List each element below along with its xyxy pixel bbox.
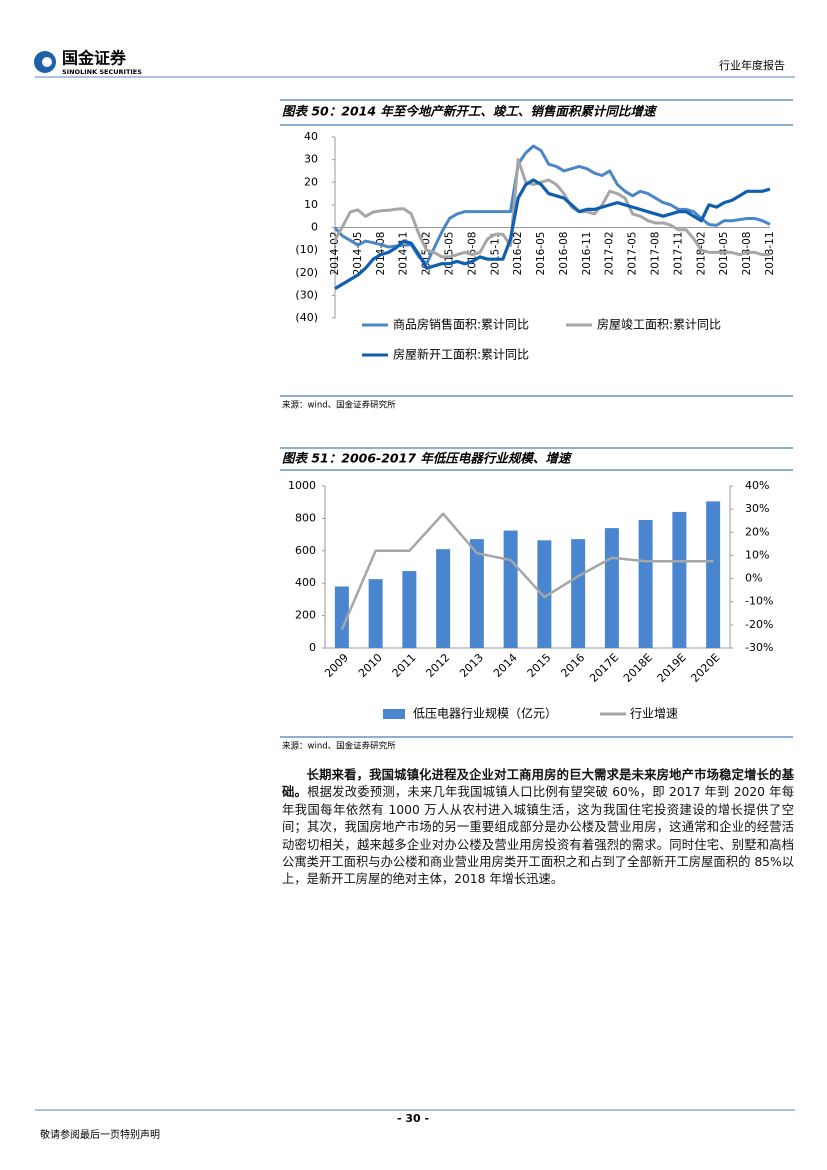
- x-tick-label: 2016-08: [558, 232, 570, 276]
- y-tick-label: 800: [295, 511, 316, 524]
- x-tick-label: 2018-02: [695, 232, 707, 276]
- x-tick-label: 2015-11: [489, 232, 501, 276]
- x-tick-label: 2009: [322, 651, 351, 680]
- y2-tick-label: -30%: [745, 641, 773, 654]
- report-type: 行业年度报告: [719, 58, 785, 72]
- series-line: [340, 512, 714, 630]
- x-tick-label: 2014-11: [398, 232, 410, 276]
- y-tick-label: 10: [304, 198, 318, 211]
- x-tick-label: 2020E: [688, 651, 722, 685]
- x-tick-label: 2015-05: [443, 232, 455, 276]
- page-number: - 30 -: [397, 1112, 429, 1125]
- legend-label: 低压电器行业规模（亿元）: [413, 706, 557, 721]
- bar: [402, 571, 417, 648]
- y-tick-label: 400: [295, 576, 316, 589]
- bar: [571, 539, 586, 648]
- chart-title: 图表 51：2006-2017 年低压电器行业规模、增速: [282, 451, 573, 466]
- x-tick-label: 2014: [491, 651, 520, 680]
- x-tick-label: 2017-05: [627, 232, 639, 276]
- x-tick-label: 2016: [558, 651, 587, 680]
- bar: [706, 501, 721, 648]
- x-tick-label: 2014-02: [329, 232, 341, 276]
- x-tick-label: 2010: [356, 651, 385, 680]
- y2-tick-label: 40%: [745, 479, 769, 492]
- logo-mark-inner: [42, 57, 52, 67]
- legend-swatch: [383, 709, 405, 719]
- y-tick-label: (30): [295, 288, 318, 301]
- x-tick-label: 2013: [457, 651, 486, 680]
- bar: [638, 520, 653, 648]
- x-tick-label: 2016-02: [512, 232, 524, 276]
- series-line: [333, 158, 770, 259]
- x-tick-label: 2015: [525, 651, 554, 680]
- bar: [469, 539, 484, 648]
- disclaimer: 敬请参阅最后一页特别声明: [40, 1128, 160, 1141]
- chart-title: 图表 50：2014 年至今地产新开工、竣工、销售面积累计同比增速: [282, 104, 658, 119]
- y2-tick-label: -10%: [745, 595, 773, 608]
- y-tick-label: (20): [295, 266, 318, 279]
- body-bold: 长期来看，我国城镇化进程及企业对工商用房的巨大需求是未来房地产市场稳定增长的基础…: [282, 768, 794, 800]
- chart-source: 来源：wind、国金证券研究所: [282, 741, 396, 752]
- y2-tick-label: -20%: [745, 618, 773, 631]
- x-tick-label: 2019E: [655, 651, 689, 685]
- series-line: [333, 144, 771, 266]
- x-tick-label: 2017E: [587, 651, 621, 685]
- bar: [368, 579, 383, 648]
- legend-label: 房屋新开工面积:累计同比: [393, 347, 529, 362]
- x-tick-label: 2014-05: [352, 232, 364, 276]
- bar: [436, 549, 451, 648]
- legend-label: 商品房销售面积:累计同比: [393, 317, 529, 332]
- y-tick-label: 0: [311, 221, 318, 234]
- bar: [604, 528, 619, 648]
- series-line: [334, 178, 771, 290]
- y2-tick-label: 20%: [745, 525, 769, 538]
- y2-tick-label: 0%: [745, 572, 762, 585]
- legend-label: 房屋竣工面积:累计同比: [597, 317, 721, 332]
- y-tick-label: 600: [295, 544, 316, 557]
- x-tick-label: 2017-02: [604, 232, 616, 276]
- bar: [537, 540, 552, 648]
- y-tick-label: 30: [304, 153, 318, 166]
- y2-tick-label: 30%: [745, 502, 769, 515]
- body-text: 根据发改委预测，未来几年我国城镇人口比例有望突破 60%，即 2017 年到 2…: [282, 785, 794, 887]
- y-tick-label: 0: [309, 641, 316, 654]
- legend-label: 行业增速: [630, 707, 678, 721]
- x-tick-label: 2016-11: [581, 232, 593, 276]
- y-tick-label: (10): [295, 243, 318, 256]
- y-tick-label: 40: [304, 130, 318, 143]
- y2-tick-label: 10%: [745, 548, 769, 561]
- y-tick-label: 200: [295, 609, 316, 622]
- bar: [503, 530, 518, 648]
- bar: [334, 586, 349, 648]
- y-tick-label: 20: [304, 175, 318, 188]
- chart-source: 来源：wind、国金证券研究所: [282, 400, 396, 411]
- logo-cn: 国金证券: [62, 49, 127, 68]
- body-paragraph: 长期来看，我国城镇化进程及企业对工商用房的巨大需求是未来房地产市场稳定增长的基础…: [282, 767, 794, 889]
- bar: [672, 511, 687, 648]
- logo-en: SINOLINK SECURITIES: [62, 68, 142, 76]
- x-tick-label: 2017-08: [650, 232, 662, 276]
- y-tick-label: 1000: [288, 479, 316, 492]
- x-tick-label: 2016-05: [535, 232, 547, 276]
- x-tick-label: 2017-11: [672, 232, 684, 276]
- x-tick-label: 2018E: [621, 651, 655, 685]
- y-tick-label: (40): [295, 311, 318, 324]
- x-tick-label: 2011: [390, 651, 419, 680]
- x-tick-label: 2012: [423, 651, 452, 680]
